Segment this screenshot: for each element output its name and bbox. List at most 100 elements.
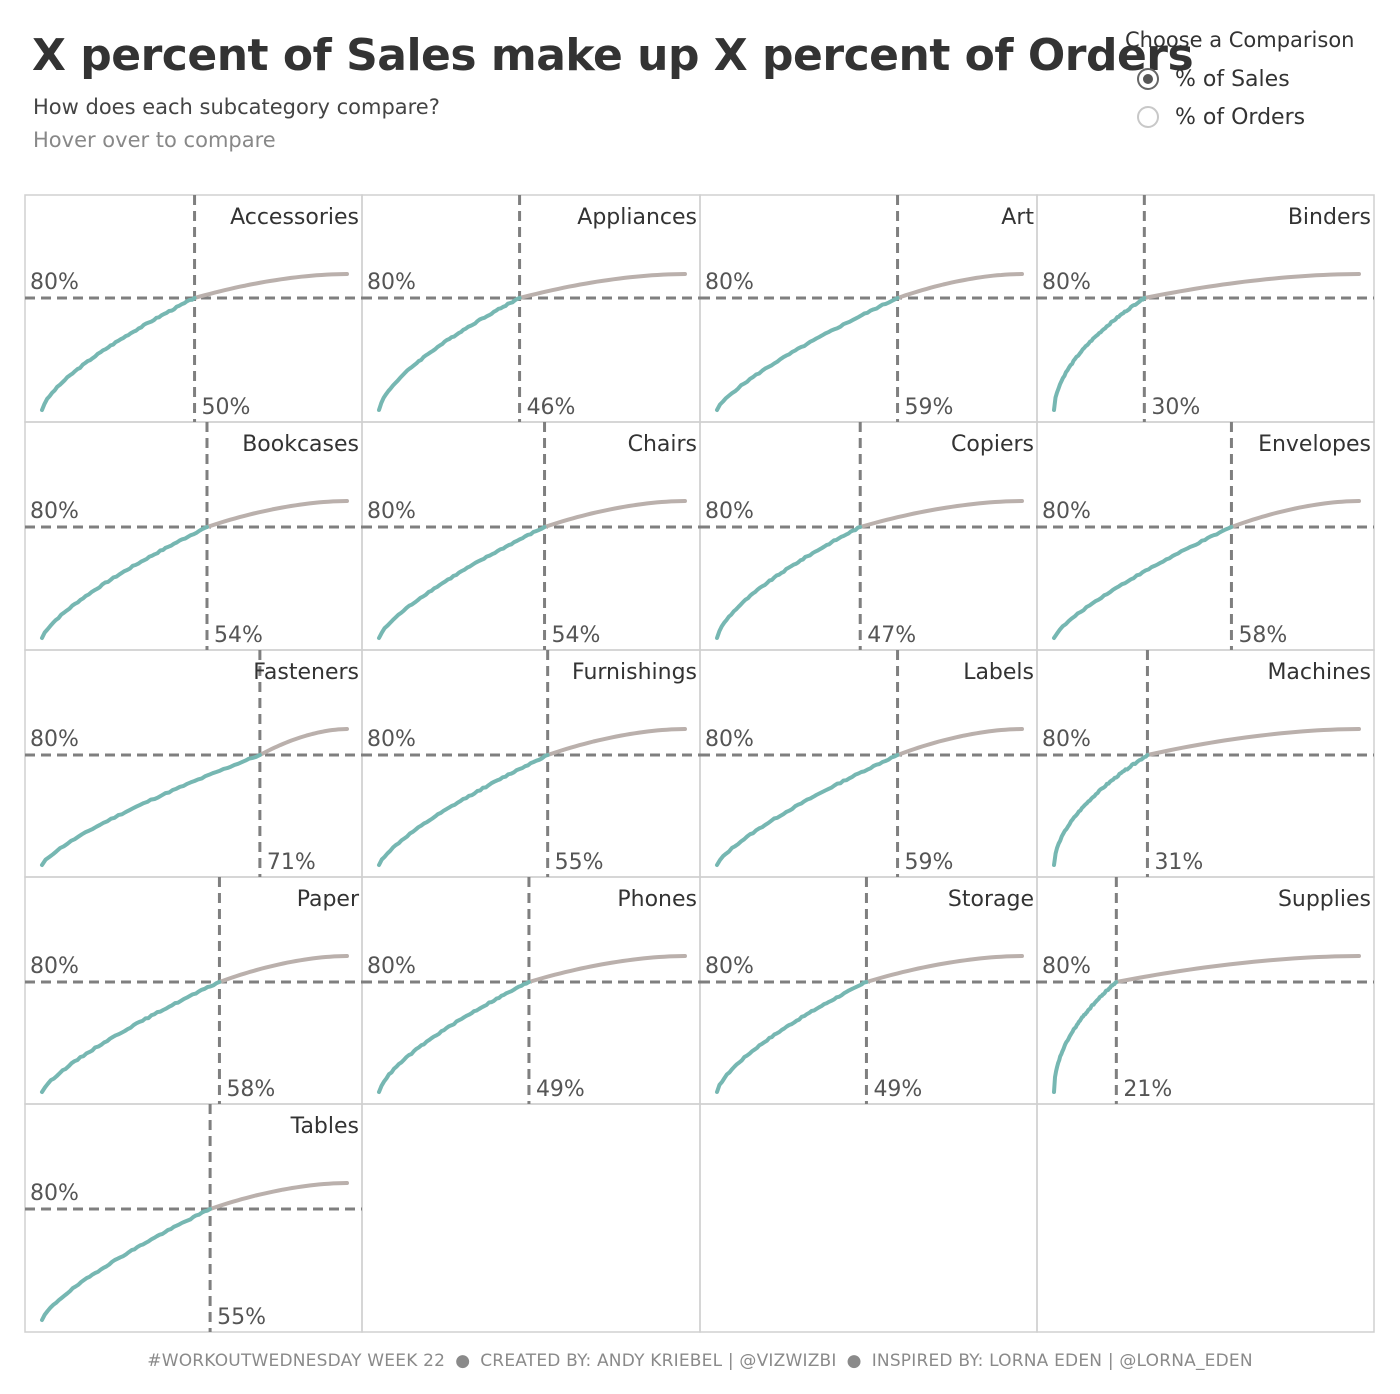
threshold-label: 80% xyxy=(1042,727,1091,752)
threshold-label: 80% xyxy=(705,954,754,979)
curve-above-80 xyxy=(1142,272,1361,300)
parameter-title: Choose a Comparison xyxy=(1125,28,1355,52)
option-percent-of-sales[interactable]: % of Sales xyxy=(1125,60,1385,98)
curve-below-80 xyxy=(40,296,197,412)
option-label-orders: % of Orders xyxy=(1175,104,1306,130)
curve-below-80 xyxy=(377,296,522,412)
curve-below-80 xyxy=(715,296,900,412)
curve-below-80 xyxy=(40,980,222,1094)
panel-title: Paper xyxy=(297,887,360,912)
curve-above-80 xyxy=(1229,499,1361,529)
threshold-label: 80% xyxy=(705,270,754,295)
curve-above-80 xyxy=(858,499,1024,529)
panel-title: Fasteners xyxy=(253,660,359,685)
x-crossing-label: 55% xyxy=(217,1305,266,1330)
hover-hint: Hover over to compare xyxy=(33,128,276,152)
x-crossing-label: 49% xyxy=(536,1077,585,1102)
curve-below-80 xyxy=(715,980,869,1094)
panel-title: Tables xyxy=(290,1114,359,1139)
curve-below-80 xyxy=(1052,525,1234,640)
x-crossing-label: 71% xyxy=(267,850,316,875)
threshold-label: 80% xyxy=(1042,270,1091,295)
curve-above-80 xyxy=(545,727,687,757)
x-crossing-label: 46% xyxy=(527,395,576,420)
threshold-label: 80% xyxy=(367,270,416,295)
curve-below-80 xyxy=(715,525,863,640)
curve-below-80 xyxy=(40,525,209,640)
threshold-label: 80% xyxy=(367,499,416,524)
curve-above-80 xyxy=(517,272,687,300)
threshold-label: 80% xyxy=(30,727,79,752)
curve-below-80 xyxy=(715,753,900,867)
panel-title: Storage xyxy=(948,887,1034,912)
curve-below-80 xyxy=(1052,753,1150,867)
panel-title: Bookcases xyxy=(242,432,359,457)
curve-above-80 xyxy=(1145,727,1361,757)
curve-above-80 xyxy=(895,272,1024,300)
x-crossing-label: 31% xyxy=(1154,850,1203,875)
panel-cell xyxy=(1036,1103,1375,1333)
curve-above-80 xyxy=(257,727,349,757)
footer-inspired-by: INSPIRED BY: LORNA EDEN | @LORNA_EDEN xyxy=(871,1351,1253,1371)
radio-selected-icon[interactable] xyxy=(1137,68,1159,90)
x-crossing-label: 54% xyxy=(552,623,601,648)
option-label-sales: % of Sales xyxy=(1175,66,1290,92)
threshold-label: 80% xyxy=(1042,499,1091,524)
x-crossing-label: 58% xyxy=(1238,623,1287,648)
curve-below-80 xyxy=(377,753,550,867)
footer-credits: #WORKOUTWEDNESDAY WEEK 22 ● CREATED BY: AN… xyxy=(0,1351,1400,1371)
curve-below-80 xyxy=(40,1207,213,1322)
panel-title: Labels xyxy=(963,660,1034,685)
threshold-label: 80% xyxy=(367,954,416,979)
x-crossing-label: 49% xyxy=(873,1077,922,1102)
x-crossing-label: 47% xyxy=(867,623,916,648)
curve-above-80 xyxy=(1114,954,1361,984)
panel-cell xyxy=(361,1103,701,1333)
panel-title: Furnishings xyxy=(572,660,697,685)
panel-cell xyxy=(699,194,1038,423)
curve-below-80 xyxy=(40,753,262,867)
threshold-label: 80% xyxy=(30,270,79,295)
panel-title: Chairs xyxy=(628,432,697,457)
option-percent-of-orders[interactable]: % of Orders xyxy=(1125,98,1385,136)
panel-title: Envelopes xyxy=(1258,432,1371,457)
panel-cell xyxy=(699,1103,1038,1333)
panel-title: Phones xyxy=(617,887,697,912)
x-crossing-label: 50% xyxy=(202,395,251,420)
threshold-label: 80% xyxy=(30,1181,79,1206)
panel-title: Machines xyxy=(1267,660,1371,685)
curve-above-80 xyxy=(542,499,687,529)
curve-above-80 xyxy=(208,1181,349,1211)
panel-title: Binders xyxy=(1288,205,1371,230)
curve-above-80 xyxy=(864,954,1024,984)
threshold-label: 80% xyxy=(705,499,754,524)
x-crossing-label: 55% xyxy=(555,850,604,875)
panel-title: Art xyxy=(1001,205,1034,230)
panel-title: Supplies xyxy=(1278,887,1371,912)
curve-below-80 xyxy=(1052,296,1147,412)
x-crossing-label: 59% xyxy=(905,850,954,875)
curve-above-80 xyxy=(192,272,349,300)
footer-separator: ● xyxy=(455,1351,471,1371)
radio-unselected-icon[interactable] xyxy=(1137,106,1159,128)
curve-above-80 xyxy=(217,954,349,984)
x-crossing-label: 58% xyxy=(226,1077,275,1102)
x-crossing-label: 30% xyxy=(1151,395,1200,420)
panel-title: Appliances xyxy=(577,205,697,230)
threshold-label: 80% xyxy=(30,954,79,979)
threshold-label: 80% xyxy=(1042,954,1091,979)
curve-above-80 xyxy=(526,954,687,984)
footer-separator: ● xyxy=(846,1351,862,1371)
curve-above-80 xyxy=(895,727,1024,757)
footer-week: #WORKOUTWEDNESDAY WEEK 22 xyxy=(147,1351,446,1371)
threshold-label: 80% xyxy=(30,499,79,524)
x-crossing-label: 21% xyxy=(1123,1077,1172,1102)
x-crossing-label: 54% xyxy=(214,623,263,648)
curve-below-80 xyxy=(1052,980,1119,1094)
comparison-parameter: Choose a Comparison % of Sales % of Orde… xyxy=(1125,28,1385,136)
curve-below-80 xyxy=(377,525,547,640)
threshold-label: 80% xyxy=(705,727,754,752)
x-crossing-label: 59% xyxy=(905,395,954,420)
threshold-label: 80% xyxy=(367,727,416,752)
